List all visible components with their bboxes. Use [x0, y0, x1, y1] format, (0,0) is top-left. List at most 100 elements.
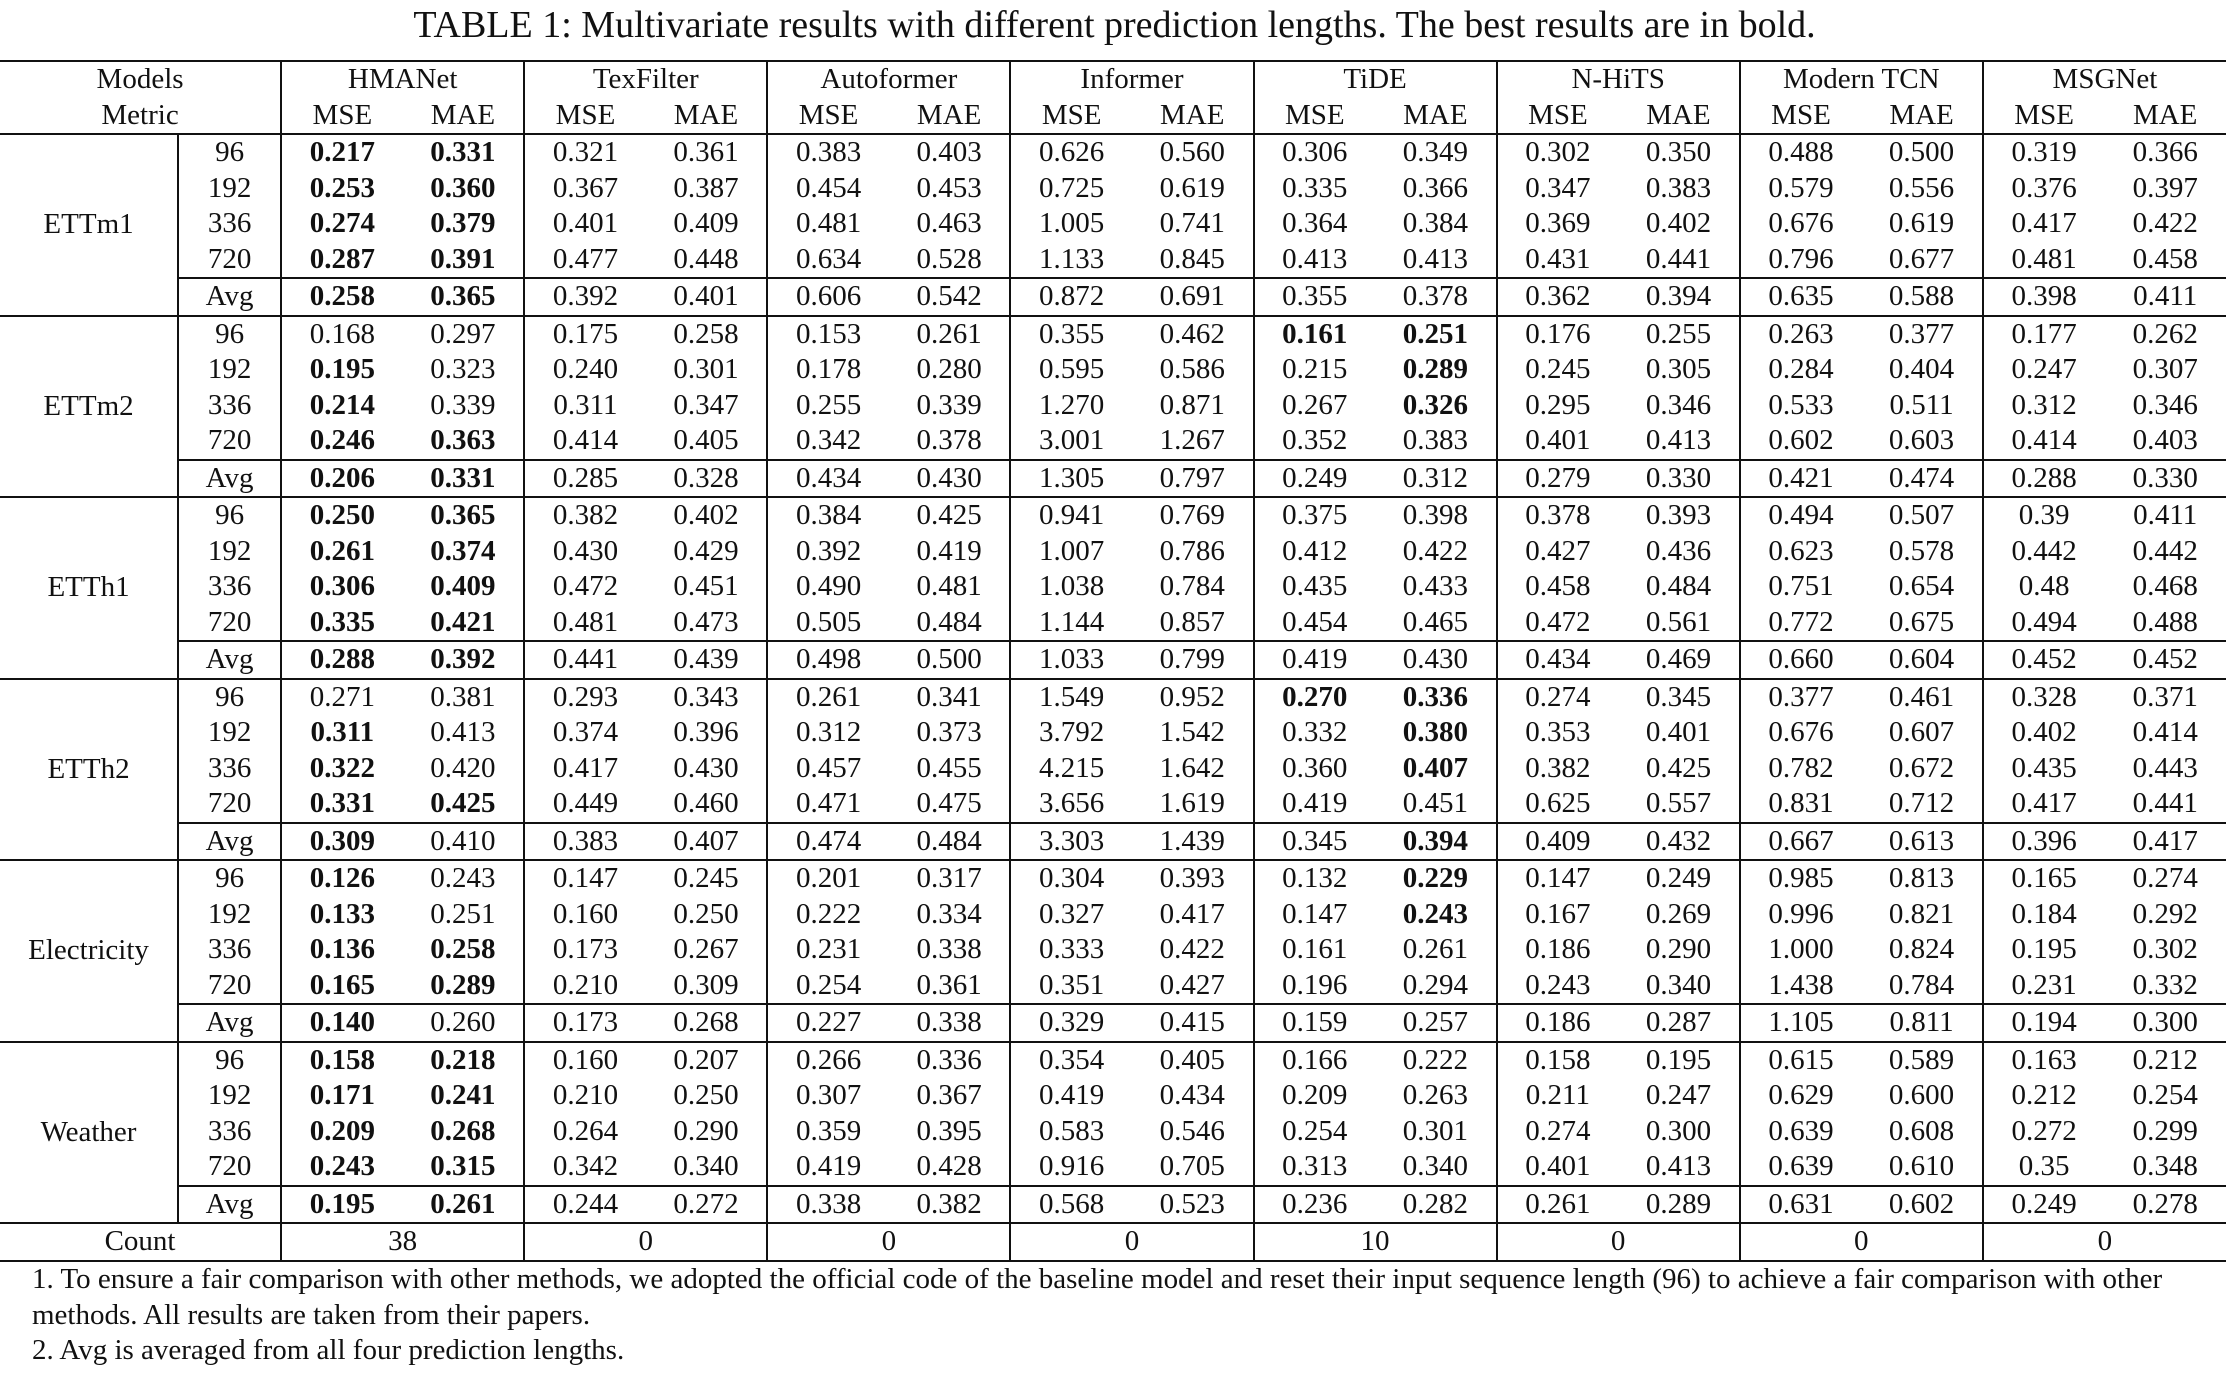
value-cell: 1.619	[1131, 786, 1255, 823]
value-cell: 0.147	[1282, 897, 1348, 930]
value-cell: 0.340	[1375, 1149, 1498, 1186]
metric-name: MSE	[281, 97, 403, 135]
value-cell: 0.209	[309, 1114, 375, 1147]
value-cell: 0.251	[402, 896, 526, 932]
value-cell: 0.422	[1131, 932, 1255, 968]
value-cell: 0.784	[1131, 569, 1255, 605]
value-cell: 0.212	[2104, 1040, 2226, 1078]
value-cell: 0.583	[1039, 1114, 1105, 1147]
value-cell: 0.556	[1861, 170, 1984, 206]
value-cell: 3.303	[1010, 821, 1132, 860]
data-row: 192 0.171 0.241 0.210 0.250 0.307 0.367 0.419 0.…	[0, 1078, 2226, 1114]
value-cell: 0.405	[645, 423, 769, 460]
value-cell: 0.471	[795, 787, 862, 820]
value-cell: 0.382	[1525, 751, 1591, 784]
value-cell: 0.403	[2132, 424, 2198, 457]
value-cell: 0.319	[2011, 136, 2077, 169]
value-cell: 0.247	[2011, 353, 2077, 386]
value-cell: 0.245	[1525, 353, 1591, 386]
value-cell: 0.384	[767, 496, 889, 534]
value-cell: 0.196	[1282, 968, 1348, 1001]
value-cell: 0.215	[1282, 353, 1348, 386]
model-name: N-HiTS	[1496, 60, 1741, 98]
value-cell: 0.288	[281, 640, 403, 679]
value-cell: 0.360	[402, 170, 526, 206]
value-cell: 0.346	[2132, 388, 2198, 421]
value-cell: 0.274	[1496, 677, 1619, 715]
metric-name: MSE	[1739, 97, 1862, 135]
horizon: 720	[178, 423, 283, 460]
value-cell: 0.338	[767, 1184, 889, 1223]
value-cell: 0.387	[645, 170, 769, 206]
value-cell: 0.186	[1525, 933, 1591, 966]
header-row: Metric MSE MAE MSE MAE MSE MAE MSE MAE MSE MAE MSE M…	[0, 97, 2226, 135]
value-cell: 0.422	[2132, 207, 2198, 240]
value-cell: 1.105	[1739, 1003, 1862, 1042]
value-cell: 0.435	[2011, 751, 2077, 784]
value-cell: 0.307	[795, 1079, 862, 1112]
value-cell: 0.542	[888, 277, 1012, 316]
value-cell: 1.305	[1010, 458, 1132, 497]
value-cell: 0.361	[645, 134, 769, 171]
value-cell: 0.705	[1131, 1149, 1255, 1186]
value-cell: 0.194	[1982, 1003, 2105, 1042]
value-cell: 0.560	[1131, 134, 1255, 171]
value-cell: 0.813	[1861, 859, 1984, 897]
value-cell: 0.243	[402, 859, 526, 897]
value-cell: 0.255	[1618, 314, 1741, 352]
value-cell: 0.165	[309, 968, 375, 1001]
value-cell: 0.267	[1282, 388, 1348, 421]
value-cell: 0.312	[2011, 388, 2077, 421]
horizon: 720	[178, 604, 283, 641]
value-cell: 0.586	[1131, 352, 1255, 388]
value-cell: 0.454	[795, 171, 862, 204]
value-cell: 0.304	[1010, 859, 1132, 897]
value-cell: 0.425	[402, 786, 526, 823]
value-cell: 0.772	[1768, 605, 1834, 638]
value-cell: 0.394	[1618, 277, 1741, 316]
value-cell: 0.660	[1739, 640, 1862, 679]
header-row: Models HMANet TexFilter Autoformer Informer T…	[0, 60, 2226, 98]
value-cell: 0.675	[1861, 604, 1984, 641]
value-cell: 0.401	[1525, 424, 1591, 457]
value-cell: 0.241	[402, 1078, 526, 1114]
value-cell: 0.285	[524, 458, 646, 497]
value-cell: 0.457	[795, 751, 862, 784]
value-cell: 0.312	[795, 716, 862, 749]
data-row: Weather 96 0.158 0.218 0.160 0.207 0.266 0.336 0…	[0, 1040, 2226, 1223]
value-cell: 0.871	[1131, 387, 1255, 423]
value-cell: 0.289	[1618, 1184, 1741, 1223]
value-cell: 0.380	[1375, 715, 1498, 751]
value-cell: 0.373	[888, 715, 1012, 751]
value-cell: 0.417	[1131, 896, 1255, 932]
value-cell: 0.290	[1618, 932, 1741, 968]
value-cell: 0.639	[1768, 1114, 1834, 1147]
horizon: 336	[178, 932, 283, 968]
value-cell: 0.451	[645, 569, 769, 605]
value-cell: 0.402	[1618, 206, 1741, 242]
value-cell: 0.414	[552, 424, 619, 457]
value-cell: 0.448	[645, 241, 769, 278]
value-cell: 0.498	[767, 640, 889, 679]
value-cell: 0.402	[645, 496, 769, 534]
value-cell: 0.171	[309, 1079, 375, 1112]
model-name: Informer	[1010, 60, 1255, 98]
horizon: Avg	[178, 640, 283, 679]
value-cell: 3.792	[1039, 716, 1105, 749]
value-cell: 0.607	[1861, 715, 1984, 751]
value-cell: 0.347	[645, 387, 769, 423]
value-cell: 0.384	[1375, 206, 1498, 242]
value-cell: 0.160	[552, 897, 619, 930]
data-row: 336 0.214 0.339 0.311 0.347 0.255 0.339 1.270 0.…	[0, 387, 2226, 423]
value-cell: 0.342	[795, 424, 862, 457]
value-cell: 0.366	[2132, 136, 2198, 169]
value-cell: 0.455	[888, 750, 1012, 786]
count-value: 0	[1010, 1222, 1255, 1262]
value-cell: 0.619	[1131, 170, 1255, 206]
value-cell: 0.472	[1525, 605, 1591, 638]
value-cell: 0.257	[1375, 1003, 1498, 1042]
value-cell: 0.635	[1739, 277, 1862, 316]
value-cell: 0.404	[1861, 352, 1984, 388]
value-cell: 0.326	[1375, 387, 1498, 423]
horizon: 192	[178, 533, 283, 569]
